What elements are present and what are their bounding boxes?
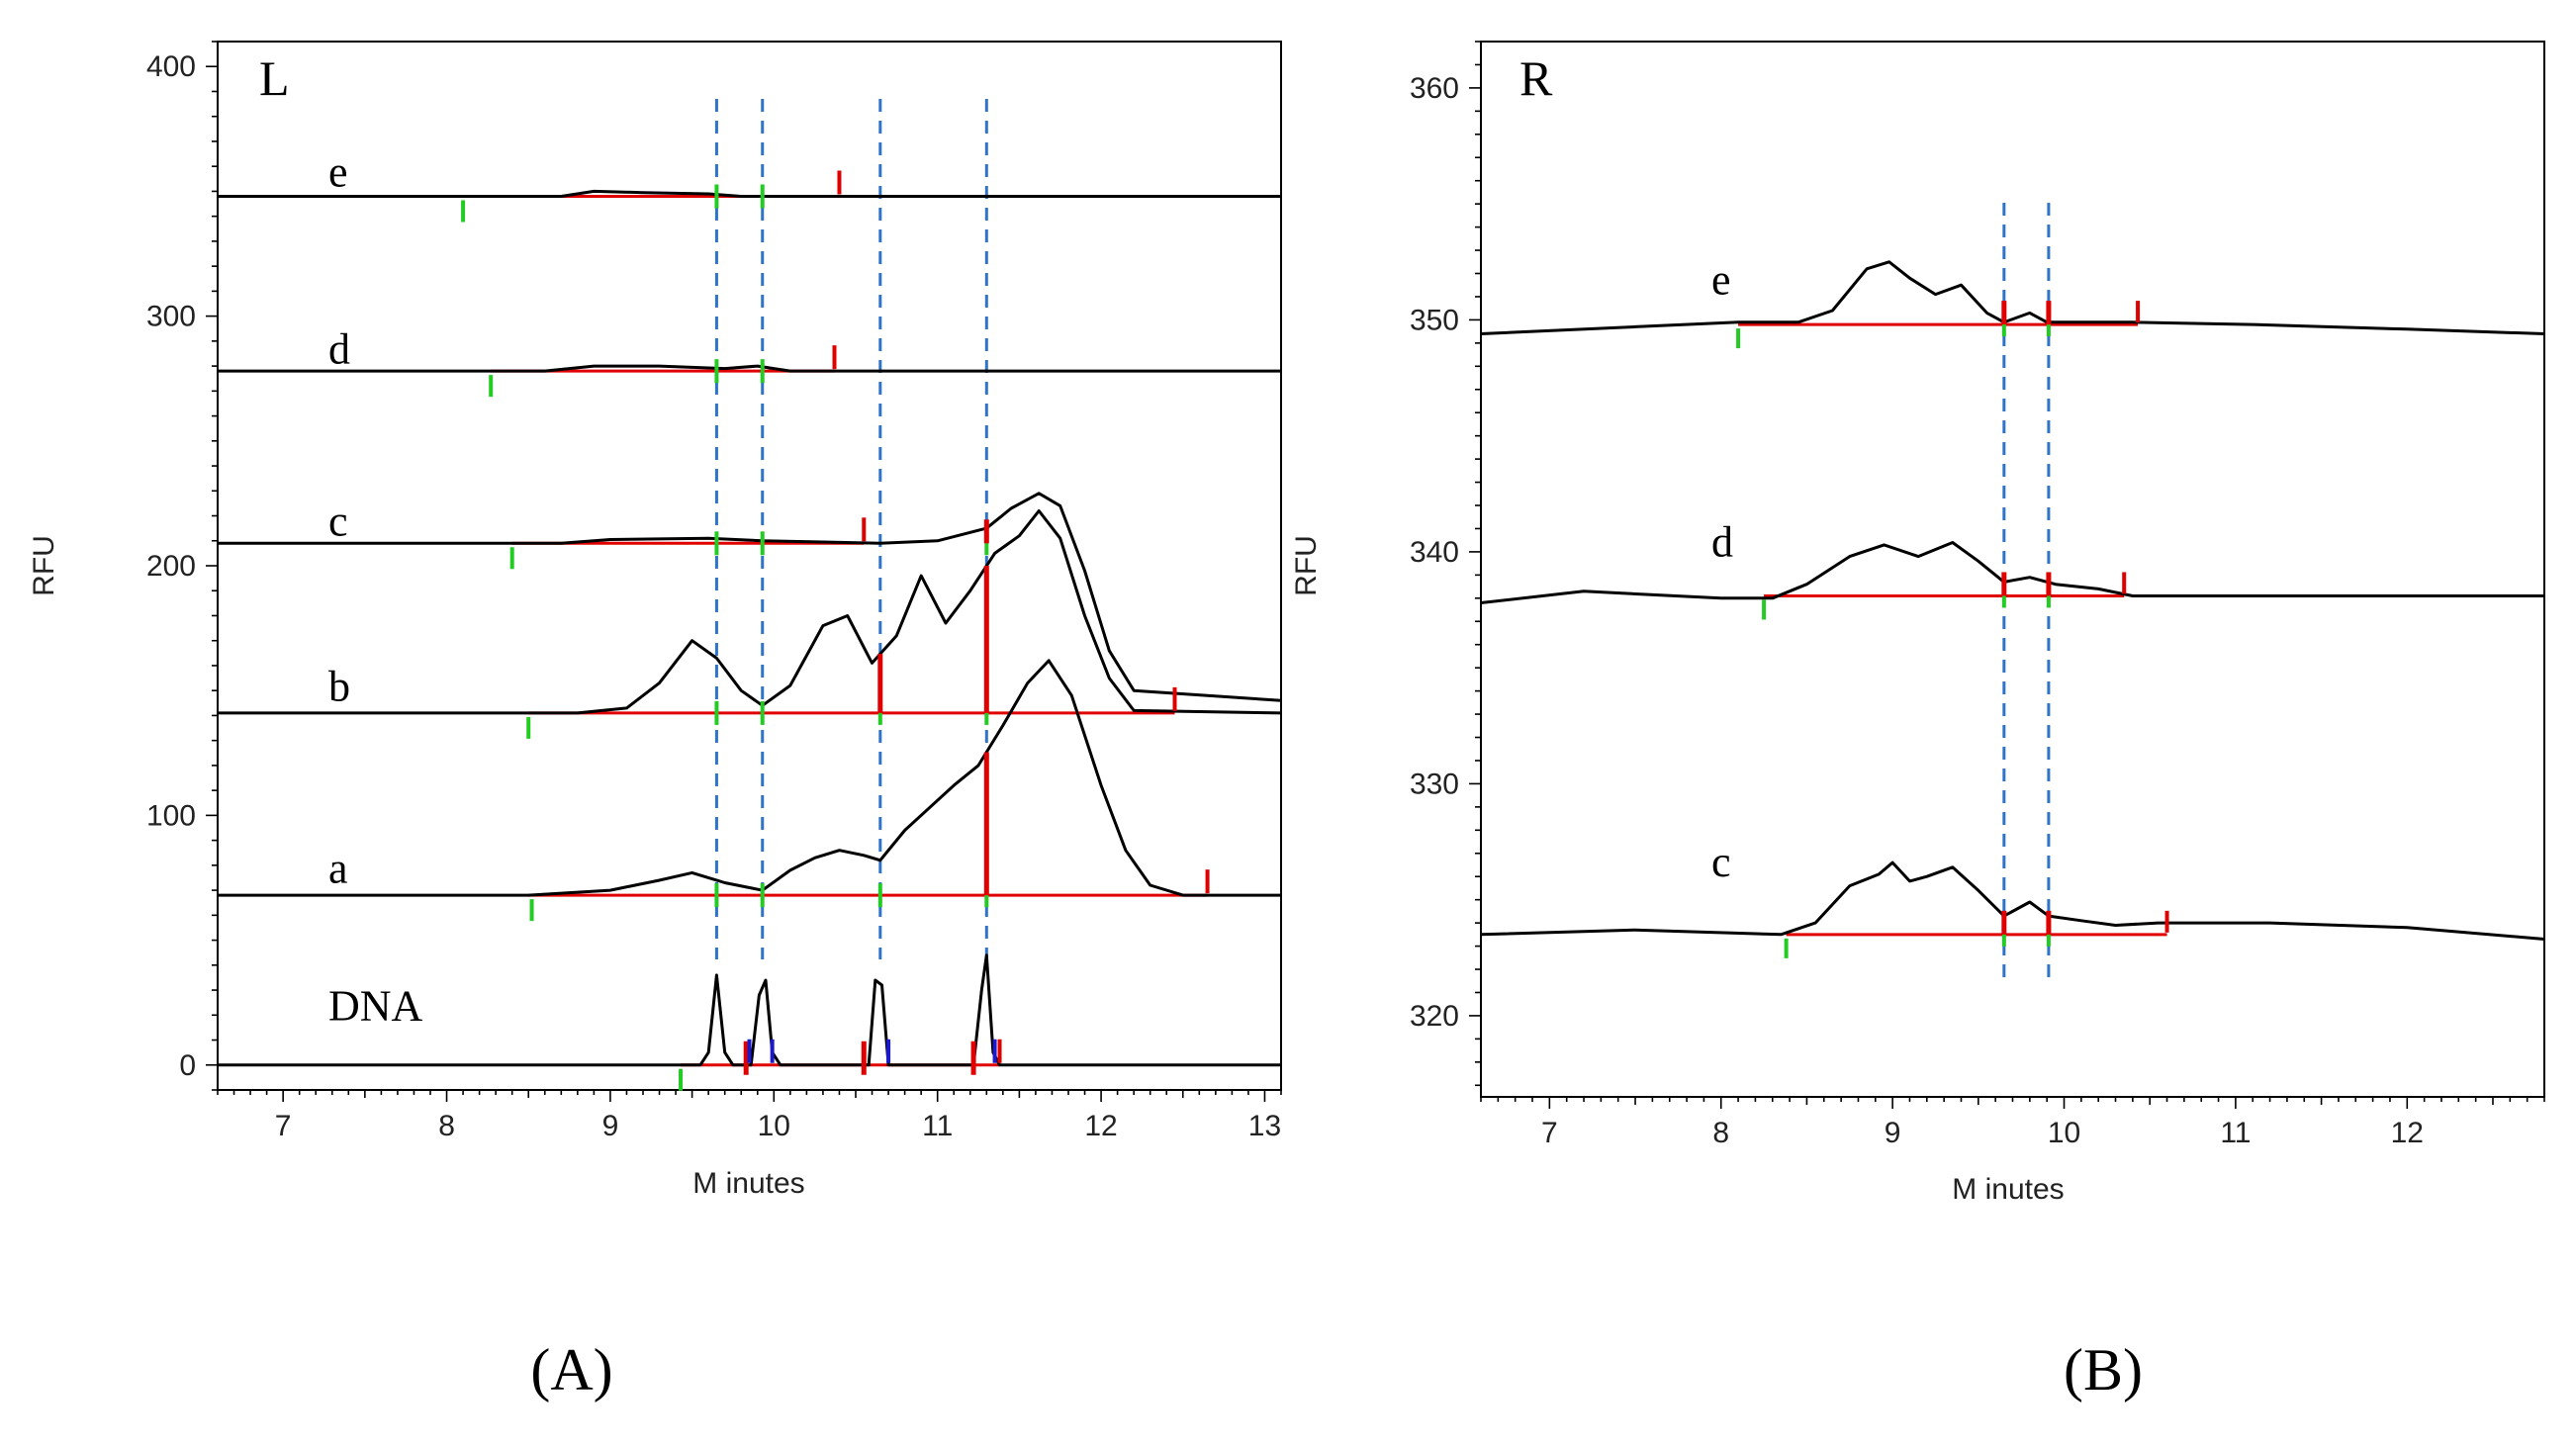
left-y-axis-title: RFU <box>28 535 60 596</box>
x-tick-label: 11 <box>2220 1117 2251 1149</box>
x-tick-label: 8 <box>438 1110 455 1142</box>
trace-c: c <box>218 492 1282 702</box>
y-tick-label: 400 <box>146 50 196 83</box>
trace-label-c: c <box>1711 838 1731 886</box>
signal-trace <box>1480 541 2544 604</box>
left-plot-frame <box>217 41 1282 1091</box>
x-tick-label: 12 <box>1084 1110 1117 1142</box>
right-traces: e d c <box>1480 256 2545 958</box>
right-corner-label: R <box>1519 50 1553 106</box>
left-axis-ticks: 7 8 9 10 11 12 13 0 100 200 300 400 <box>146 41 1282 1142</box>
trace-label-c: c <box>328 498 348 546</box>
left-x-axis-title: M inutes <box>692 1167 804 1200</box>
trace-label-b: b <box>328 662 350 710</box>
trace-label-dna: DNA <box>328 981 423 1030</box>
right-y-axis-title: RFU <box>1290 535 1323 596</box>
panel-b-label: (B) <box>2064 1337 2143 1403</box>
trace-d: d <box>218 325 1281 398</box>
y-tick-label: 200 <box>146 550 196 583</box>
trace-label-d: d <box>1711 518 1733 567</box>
y-tick-label: 340 <box>1410 536 1459 569</box>
x-tick-label: 9 <box>602 1110 619 1142</box>
trace-e: e <box>1480 256 2545 349</box>
signal-trace <box>218 659 1281 897</box>
trace-dna: DNA <box>218 953 1281 1091</box>
y-tick-label: 330 <box>1410 768 1459 800</box>
x-tick-label: 10 <box>2048 1117 2080 1149</box>
y-tick-label: 0 <box>179 1049 196 1082</box>
x-tick-label: 13 <box>1248 1110 1281 1142</box>
right-axis-ticks: 7 8 9 10 11 12 320 330 340 350 360 <box>1410 41 2545 1149</box>
panel-left-chart: 7 8 9 10 11 12 13 0 100 200 300 400 e d c b a DNA L M in… <box>28 41 1282 1403</box>
signal-trace <box>218 189 1281 198</box>
trace-e: e <box>218 147 1281 223</box>
trace-label-e: e <box>1711 256 1731 305</box>
signal-trace <box>218 492 1282 702</box>
trace-a: a <box>218 659 1281 922</box>
signal-trace <box>218 953 1281 1067</box>
x-tick-label: 11 <box>922 1110 953 1142</box>
left-traces: e d c b a DNA <box>218 147 1282 1091</box>
x-tick-label: 7 <box>1541 1117 1558 1149</box>
x-tick-label: 7 <box>275 1110 292 1142</box>
right-x-axis-title: M inutes <box>1952 1173 2064 1206</box>
x-tick-label: 12 <box>2391 1117 2424 1149</box>
right-plot-frame <box>1480 41 2545 1098</box>
trace-d: d <box>1480 518 2544 620</box>
trace-label-e: e <box>328 147 348 196</box>
y-tick-label: 300 <box>146 301 196 333</box>
signal-trace <box>218 509 1282 715</box>
left-reference-lines <box>714 99 988 959</box>
left-corner-label: L <box>259 50 290 106</box>
trace-label-a: a <box>328 845 348 893</box>
panel-a-label: (A) <box>530 1337 612 1403</box>
y-tick-label: 100 <box>146 799 196 832</box>
x-tick-label: 8 <box>1712 1117 1729 1149</box>
x-tick-label: 10 <box>758 1110 790 1142</box>
x-tick-label: 9 <box>1885 1117 1901 1149</box>
trace-label-d: d <box>328 325 350 374</box>
trace-c: c <box>1480 838 2545 958</box>
signal-trace <box>1480 260 2545 335</box>
signal-trace <box>1480 860 2545 941</box>
y-tick-label: 350 <box>1410 304 1459 336</box>
signal-trace <box>218 364 1281 373</box>
y-tick-label: 360 <box>1410 72 1459 105</box>
y-tick-label: 320 <box>1410 1000 1459 1033</box>
trace-b: b <box>218 509 1282 739</box>
